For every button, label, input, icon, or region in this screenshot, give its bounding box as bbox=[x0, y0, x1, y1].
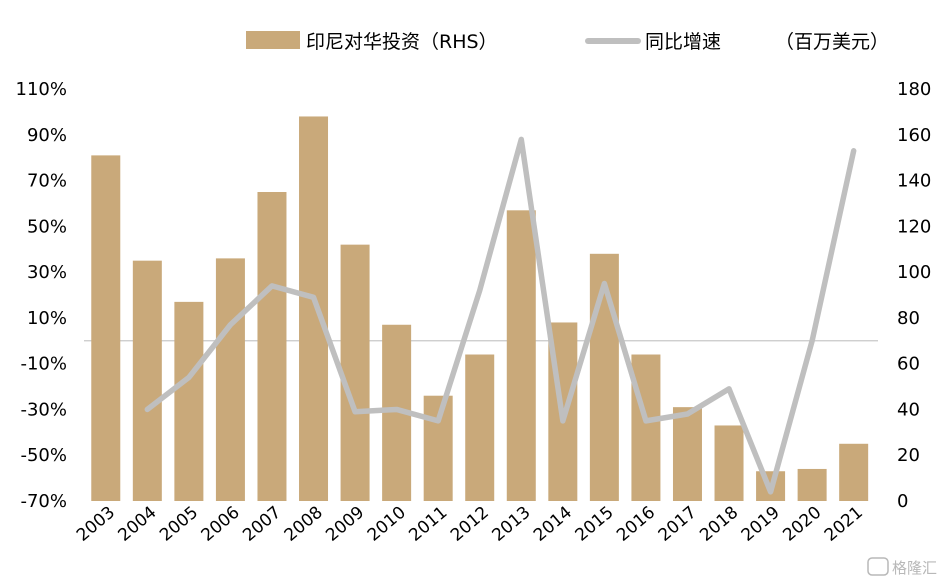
bar-series bbox=[91, 116, 869, 502]
x-tick-label: 2008 bbox=[281, 503, 327, 546]
bar-2020 bbox=[797, 468, 827, 501]
left-tick-label: 70% bbox=[27, 171, 67, 192]
right-tick-label: 180 bbox=[897, 79, 931, 100]
right-tick-label: 80 bbox=[897, 308, 920, 329]
x-tick-label: 2007 bbox=[239, 503, 285, 546]
x-tick-label: 2009 bbox=[322, 503, 368, 546]
x-tick-label: 2006 bbox=[198, 503, 244, 546]
bar-2018 bbox=[714, 425, 744, 501]
bar-2008 bbox=[299, 116, 329, 501]
bar-2015 bbox=[589, 253, 619, 501]
x-tick-label: 2015 bbox=[572, 503, 618, 546]
legend-label-line: 同比增速 bbox=[645, 31, 721, 53]
watermark-text: 格隆汇 bbox=[892, 559, 937, 577]
bar-2021 bbox=[839, 443, 869, 501]
right-tick-label: 160 bbox=[897, 125, 931, 146]
right-tick-label: 120 bbox=[897, 216, 931, 237]
legend: 印尼对华投资（RHS） 同比增速 （百万美元） bbox=[246, 31, 889, 53]
legend-swatch-bar bbox=[246, 31, 300, 49]
bar-2012 bbox=[465, 354, 495, 501]
right-tick-label: 140 bbox=[897, 171, 931, 192]
right-tick-label: 100 bbox=[897, 262, 931, 283]
left-tick-label: 50% bbox=[27, 216, 67, 237]
bar-2005 bbox=[174, 301, 204, 501]
right-tick-label: 20 bbox=[897, 445, 920, 466]
x-tick-label: 2004 bbox=[115, 503, 161, 546]
left-tick-label: -10% bbox=[20, 354, 67, 375]
x-tick-label: 2014 bbox=[530, 503, 576, 546]
bar-2007 bbox=[257, 192, 287, 501]
x-tick-label: 2019 bbox=[738, 503, 784, 546]
x-tick-label: 2013 bbox=[488, 503, 534, 546]
watermark: 格隆汇 bbox=[867, 557, 937, 577]
left-tick-label: -30% bbox=[20, 399, 67, 420]
line-series bbox=[144, 136, 857, 495]
x-tick-label: 2005 bbox=[156, 503, 202, 546]
x-tick-label: 2010 bbox=[364, 503, 410, 546]
bar-2016 bbox=[631, 354, 661, 501]
left-tick-label: -50% bbox=[20, 445, 67, 466]
left-tick-label: 90% bbox=[27, 125, 67, 146]
x-tick-label: 2011 bbox=[405, 503, 451, 546]
x-tick-label: 2016 bbox=[613, 503, 659, 546]
x-tick-label: 2018 bbox=[696, 503, 742, 546]
bar-2017 bbox=[672, 407, 702, 501]
x-tick-label: 2003 bbox=[73, 503, 119, 546]
right-tick-label: 40 bbox=[897, 399, 920, 420]
bar-2011 bbox=[423, 395, 453, 501]
legend-label-bar: 印尼对华投资（RHS） bbox=[306, 31, 498, 53]
bar-2003 bbox=[91, 155, 121, 501]
x-tick-label: 2012 bbox=[447, 503, 493, 546]
unit-label: （百万美元） bbox=[775, 31, 889, 53]
bar-2004 bbox=[132, 260, 162, 501]
watermark-logo-icon bbox=[867, 557, 889, 576]
x-tick-label: 2017 bbox=[655, 503, 701, 546]
right-axis: 0 20 40 60 80 100 120 140 160 180 bbox=[897, 79, 931, 512]
right-tick-label: 0 bbox=[897, 491, 908, 512]
right-tick-label: 60 bbox=[897, 354, 920, 375]
x-axis: 2003200420052006200720082009201020112012… bbox=[73, 503, 867, 546]
left-tick-label: 30% bbox=[27, 262, 67, 283]
left-tick-label: 10% bbox=[27, 308, 67, 329]
bar-2013 bbox=[506, 210, 536, 502]
left-tick-label: -70% bbox=[20, 491, 67, 512]
x-tick-label: 2020 bbox=[779, 503, 825, 546]
bar-2009 bbox=[340, 244, 370, 501]
bar-2006 bbox=[215, 258, 245, 501]
left-tick-label: 110% bbox=[16, 79, 67, 100]
x-tick-label: 2021 bbox=[821, 503, 867, 546]
growth-line bbox=[144, 136, 857, 495]
left-axis: -70% -50% -30% -10% 10% 30% 50% 70% 90% 110% bbox=[16, 79, 67, 512]
